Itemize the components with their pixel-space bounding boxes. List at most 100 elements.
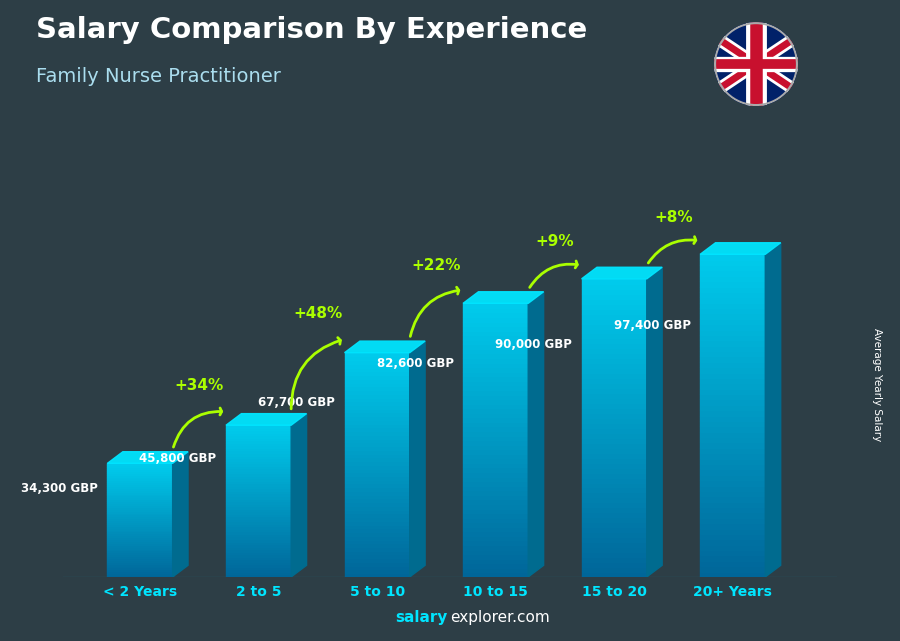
- Bar: [345, 558, 410, 562]
- Bar: [700, 458, 765, 464]
- Bar: [463, 440, 528, 445]
- Bar: [107, 558, 173, 560]
- Bar: [345, 431, 410, 435]
- Bar: [345, 506, 410, 510]
- Bar: [581, 418, 647, 423]
- Bar: [226, 572, 292, 574]
- Bar: [226, 451, 292, 453]
- Bar: [463, 431, 528, 436]
- Bar: [107, 507, 173, 509]
- Bar: [345, 420, 410, 424]
- Bar: [700, 388, 765, 394]
- Bar: [581, 447, 647, 453]
- Bar: [345, 483, 410, 487]
- Bar: [107, 516, 173, 518]
- Bar: [463, 467, 528, 472]
- Bar: [700, 464, 765, 469]
- Bar: [581, 463, 647, 468]
- Bar: [700, 308, 765, 313]
- Bar: [463, 322, 528, 326]
- Bar: [463, 449, 528, 454]
- Bar: [581, 328, 647, 333]
- Bar: [226, 440, 292, 443]
- Bar: [345, 469, 410, 472]
- Text: +34%: +34%: [175, 378, 224, 392]
- Polygon shape: [463, 292, 544, 303]
- Bar: [226, 488, 292, 491]
- Bar: [581, 453, 647, 458]
- Bar: [345, 412, 410, 416]
- Bar: [700, 281, 765, 287]
- Bar: [107, 511, 173, 513]
- Bar: [226, 524, 292, 526]
- Bar: [107, 539, 173, 541]
- Bar: [345, 401, 410, 405]
- Bar: [107, 541, 173, 543]
- Bar: [226, 476, 292, 478]
- Bar: [581, 552, 647, 557]
- Bar: [345, 457, 410, 461]
- Bar: [463, 376, 528, 381]
- Bar: [226, 443, 292, 445]
- Bar: [226, 468, 292, 470]
- Bar: [581, 413, 647, 418]
- Bar: [581, 508, 647, 512]
- Bar: [581, 344, 647, 348]
- Bar: [226, 513, 292, 516]
- Bar: [107, 497, 173, 499]
- Bar: [226, 526, 292, 529]
- Bar: [107, 529, 173, 531]
- Bar: [463, 394, 528, 399]
- Bar: [345, 394, 410, 397]
- Bar: [345, 405, 410, 409]
- Bar: [345, 476, 410, 479]
- Bar: [226, 461, 292, 463]
- Bar: [581, 547, 647, 552]
- Bar: [581, 472, 647, 478]
- Bar: [226, 470, 292, 473]
- Bar: [226, 542, 292, 544]
- Bar: [700, 260, 765, 265]
- Bar: [345, 397, 410, 401]
- Bar: [463, 385, 528, 390]
- Text: 45,800 GBP: 45,800 GBP: [140, 452, 217, 465]
- Bar: [463, 422, 528, 426]
- Bar: [463, 353, 528, 358]
- Bar: [581, 408, 647, 413]
- Bar: [700, 335, 765, 340]
- Bar: [700, 475, 765, 480]
- Bar: [107, 509, 173, 511]
- Polygon shape: [700, 243, 780, 254]
- Bar: [581, 324, 647, 328]
- Bar: [107, 482, 173, 484]
- Bar: [700, 351, 765, 356]
- Bar: [581, 363, 647, 368]
- Bar: [463, 499, 528, 504]
- Bar: [345, 502, 410, 506]
- Bar: [581, 468, 647, 472]
- Bar: [226, 511, 292, 513]
- Bar: [581, 299, 647, 304]
- Bar: [345, 487, 410, 491]
- Bar: [463, 317, 528, 322]
- Bar: [226, 562, 292, 564]
- Bar: [463, 531, 528, 536]
- Bar: [581, 497, 647, 503]
- Bar: [107, 563, 173, 565]
- Bar: [581, 557, 647, 562]
- Bar: [581, 279, 647, 284]
- Bar: [581, 443, 647, 447]
- Bar: [581, 338, 647, 344]
- Bar: [107, 467, 173, 469]
- Bar: [463, 508, 528, 513]
- Bar: [700, 287, 765, 292]
- Bar: [107, 471, 173, 473]
- Polygon shape: [345, 341, 425, 353]
- Bar: [463, 549, 528, 554]
- Bar: [107, 469, 173, 471]
- Bar: [107, 545, 173, 547]
- Bar: [107, 553, 173, 554]
- Bar: [700, 345, 765, 351]
- Bar: [345, 491, 410, 495]
- Bar: [345, 438, 410, 442]
